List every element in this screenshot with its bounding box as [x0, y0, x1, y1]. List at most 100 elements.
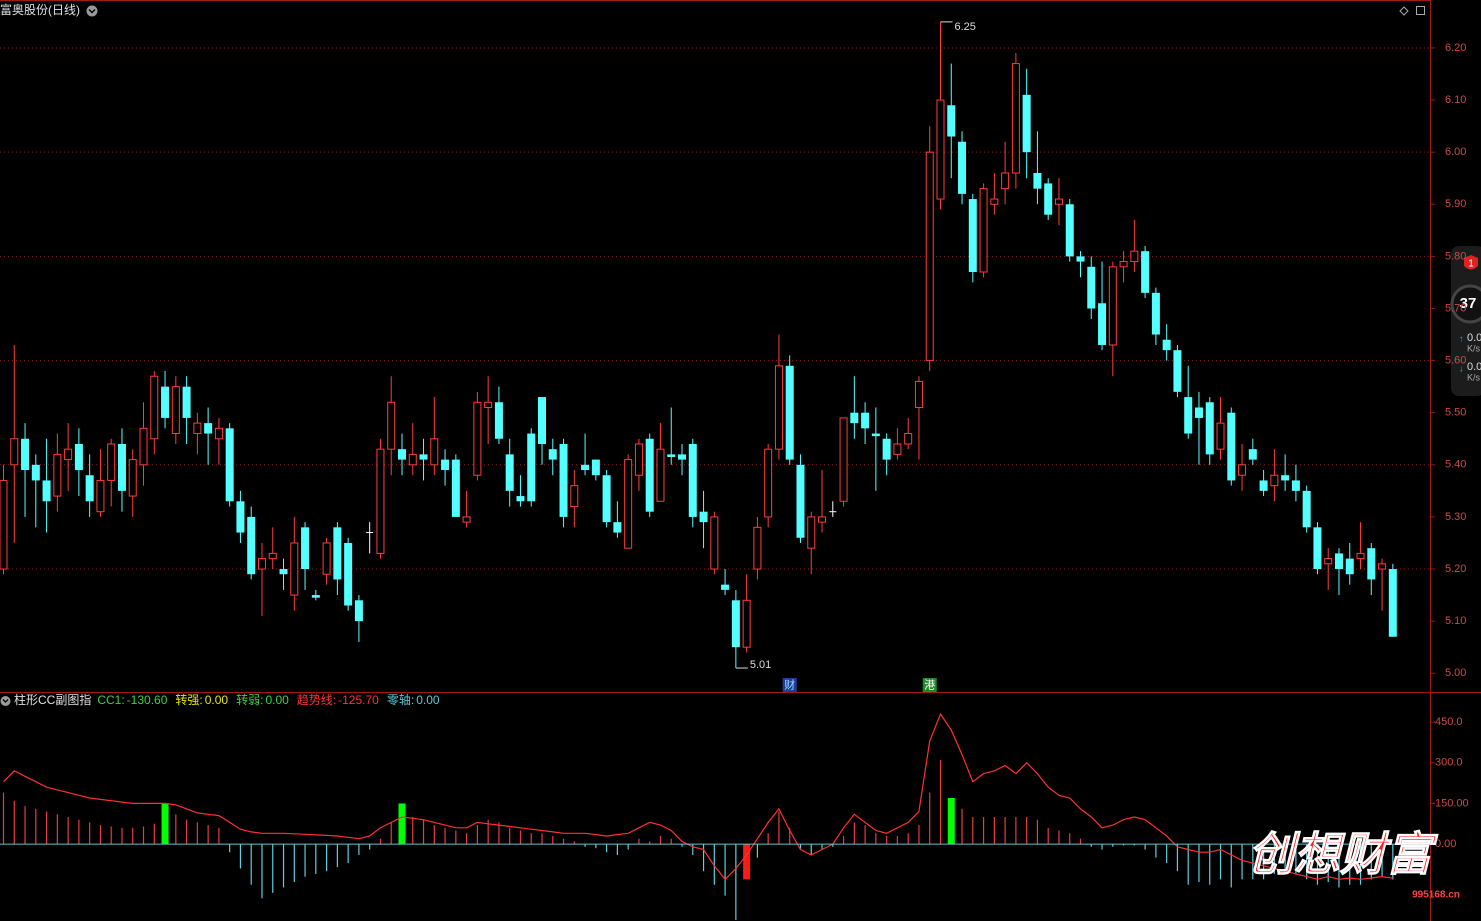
legend-name: 转弱: [236, 692, 263, 707]
candle-body [193, 422, 202, 435]
candle-body [214, 427, 223, 440]
y-tick-label: 5.00 [1445, 667, 1466, 679]
candle-body [1011, 63, 1020, 174]
candle-body [1065, 204, 1074, 257]
candle-body [1334, 553, 1343, 570]
side-widget: 1 37 ↑ 0.0 K/s ↓ 0.0 K/s [1450, 246, 1481, 396]
candle-body [581, 464, 590, 471]
candle-body [721, 584, 730, 590]
candle-body [171, 386, 180, 435]
candle-body [559, 443, 568, 517]
candle-body [344, 542, 353, 606]
title-dropdown[interactable] [86, 5, 98, 17]
y-tick-label: 5.70 [1445, 302, 1466, 314]
candle-body [645, 438, 654, 512]
candle-body [96, 479, 105, 513]
percent: 37 [1460, 295, 1477, 312]
candle-body [42, 480, 51, 502]
candle-body [301, 527, 310, 570]
candle-body [161, 386, 170, 418]
candle-body [473, 401, 482, 476]
trend-line [3, 712, 1393, 881]
candle-body [1173, 350, 1182, 392]
candle-body [731, 600, 740, 648]
candle-body [1227, 412, 1236, 481]
y-tick-label: 6.20 [1445, 42, 1466, 54]
legend-value: 0.00 [416, 693, 440, 707]
signal-bar [947, 798, 955, 845]
candle-body [667, 454, 676, 457]
event-badge [922, 678, 937, 692]
candle-body [699, 511, 708, 523]
candle-body [139, 427, 148, 466]
y-tick-label: 5.30 [1445, 511, 1466, 523]
candle-body [333, 527, 342, 580]
candle-body [182, 386, 191, 418]
candle-body [1076, 256, 1085, 262]
legend-value: 0.00 [265, 693, 289, 707]
candle-body [785, 365, 794, 460]
candle-body [1356, 552, 1365, 560]
signal-bar [743, 844, 751, 880]
candle-body [1259, 480, 1268, 491]
y-tick-label: 5.20 [1445, 563, 1466, 575]
badge: 1 [1468, 259, 1474, 270]
candle-body [430, 438, 439, 466]
candle-body [408, 453, 417, 466]
down-arrow: ↓ [1459, 363, 1464, 373]
candle-body [1044, 183, 1053, 215]
y-tick-label: 300.0 [1435, 757, 1463, 769]
candle-body [861, 412, 870, 429]
candle-body [914, 380, 923, 408]
candle-body [247, 516, 256, 575]
plot: 5.00 5.10 5.20 5.30 5.40 5.50 5.60 5.70 5.80 5.90… [0, 21, 1469, 920]
candle-body [257, 558, 266, 570]
candle-body [882, 438, 891, 460]
candle-body [1324, 558, 1333, 565]
candle-body [1162, 339, 1171, 351]
window-button[interactable] [1416, 6, 1425, 15]
candle-body [1238, 464, 1247, 476]
candle-body [1130, 250, 1139, 263]
candle-body [279, 569, 288, 575]
candle-body [1281, 475, 1290, 481]
down-unit: K/s [1467, 372, 1481, 382]
candle-body [1248, 449, 1257, 460]
candle-body [311, 595, 320, 598]
low-label: 5.01 [750, 659, 771, 671]
candle-body [150, 375, 159, 440]
event-label: 港 [924, 678, 935, 691]
signal-bar [161, 803, 169, 845]
candle-body [21, 438, 30, 471]
candle-body [1141, 251, 1150, 293]
candle-body [128, 459, 137, 497]
candle-body [958, 141, 967, 194]
candle-body [634, 443, 643, 476]
y-tick-label: 5.90 [1445, 198, 1466, 210]
candle-body [947, 105, 956, 137]
candle-body [979, 188, 988, 273]
candle-body [451, 459, 460, 517]
down-speed: 0.0 [1467, 361, 1481, 373]
candle-body [990, 198, 999, 205]
legend-value: -125.70 [338, 693, 379, 707]
candle-body [1313, 527, 1322, 570]
window-button[interactable] [1399, 6, 1409, 16]
high-label: 6.25 [954, 21, 975, 33]
candle-body [204, 423, 213, 434]
candle-body [1033, 173, 1042, 189]
y-tick-label: 5.40 [1445, 459, 1466, 471]
candle-body [484, 401, 493, 408]
candle-body [656, 448, 665, 502]
candle-body [904, 433, 913, 445]
y-tick-label: 150.00 [1435, 797, 1469, 809]
legend-name: 趋势线: [297, 693, 336, 707]
candle-body [397, 449, 406, 460]
indicator-dropdown[interactable] [0, 696, 11, 706]
candle-body [0, 479, 8, 570]
candle-body [1205, 402, 1214, 455]
candle-body [419, 454, 428, 460]
up-arrow: ↑ [1459, 333, 1464, 343]
